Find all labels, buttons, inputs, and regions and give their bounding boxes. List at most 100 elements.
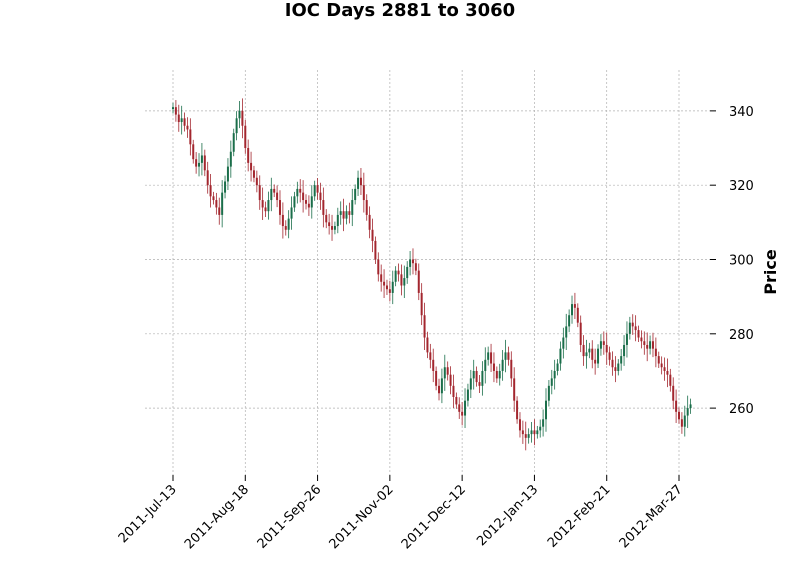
candle-body [174, 107, 177, 115]
candle-body [591, 348, 594, 360]
candle-body [351, 200, 354, 215]
candle-body [383, 281, 386, 286]
candle-body [388, 289, 391, 293]
candle-body [316, 185, 319, 193]
candle-body [313, 185, 316, 197]
candle-layer [172, 98, 692, 451]
candle-body [365, 200, 368, 215]
candle-body [250, 162, 253, 171]
candle-body [533, 430, 536, 435]
candle-body [657, 356, 660, 364]
candle-body [319, 192, 322, 201]
candle-body [501, 359, 504, 371]
candle-body [605, 344, 608, 353]
x-tick-label: 2011-Nov-02 [327, 482, 397, 552]
candle-body [672, 385, 675, 401]
candle-body [307, 203, 310, 208]
candle-body [336, 214, 339, 227]
candle-body [553, 370, 556, 379]
candle-body [547, 385, 550, 401]
candle-body [423, 315, 426, 338]
candle-body [296, 188, 299, 197]
candle-body [490, 352, 493, 364]
candle-body [513, 378, 516, 401]
candle-body [504, 352, 507, 360]
candle-body [669, 374, 672, 386]
candle-body [666, 370, 669, 375]
candle-body [325, 214, 328, 223]
candle-body [542, 419, 545, 427]
candle-body [599, 341, 602, 349]
candle-body [339, 211, 342, 215]
candle-body [452, 385, 455, 397]
candle-body [270, 188, 273, 201]
candle-body [371, 229, 374, 241]
candle-body [252, 170, 255, 178]
candle-body [481, 370, 484, 386]
candle-body [594, 359, 597, 364]
candle-body [516, 400, 519, 420]
candle-body [322, 200, 325, 215]
candle-body [588, 348, 591, 353]
grid-layer [145, 70, 710, 475]
candle-body [608, 352, 611, 360]
x-tick-label: 2011-Aug-18 [182, 482, 252, 552]
candle-body [449, 374, 452, 386]
candle-body [224, 181, 227, 193]
candle-body [209, 185, 212, 197]
candle-body [359, 177, 362, 186]
candle-body [507, 352, 510, 360]
candle-body [432, 359, 435, 371]
candle-body [550, 378, 553, 386]
candle-body [562, 337, 565, 349]
candle-body [391, 281, 394, 293]
y-tick-label: 280 [729, 328, 754, 343]
candle-body [559, 348, 562, 364]
y-tick-label: 260 [729, 402, 754, 417]
candle-body [406, 266, 409, 279]
candle-body [631, 322, 634, 327]
candle-body [455, 396, 458, 405]
candle-body [487, 352, 490, 360]
candle-body [518, 419, 521, 431]
candle-body [680, 419, 683, 427]
chart-title: IOC Days 2881 to 3060 [284, 0, 516, 21]
candle-body [267, 200, 270, 212]
candle-body [620, 356, 623, 364]
candle-body [215, 200, 218, 208]
y-axis-label: Price [761, 249, 780, 295]
candle-body [281, 214, 284, 227]
candle-body [200, 155, 203, 163]
candle-body [331, 226, 334, 230]
candle-body [180, 118, 183, 123]
candle-body [261, 200, 264, 208]
candle-body [651, 341, 654, 349]
candle-body [244, 125, 247, 149]
candle-body [235, 118, 238, 134]
y-tick-label: 320 [729, 179, 754, 194]
candle-body [186, 125, 189, 130]
candle-body [440, 378, 443, 394]
candle-body [397, 270, 400, 275]
candle-body [565, 326, 568, 338]
candle-body [241, 110, 244, 126]
candle-body [232, 133, 235, 152]
candle-body [446, 367, 449, 375]
candle-body [198, 162, 201, 167]
candle-body [637, 330, 640, 338]
candle-body [611, 359, 614, 368]
candle-body [539, 426, 542, 431]
candle-body [255, 177, 258, 186]
candle-body [438, 385, 441, 394]
candle-body [247, 148, 250, 163]
candle-body [276, 192, 279, 201]
candle-body [640, 337, 643, 342]
candle-body [556, 363, 559, 371]
candle-body [530, 430, 533, 435]
candle-body [394, 270, 397, 282]
candle-body [357, 177, 360, 189]
candle-body [229, 151, 232, 167]
candle-body [206, 170, 209, 186]
